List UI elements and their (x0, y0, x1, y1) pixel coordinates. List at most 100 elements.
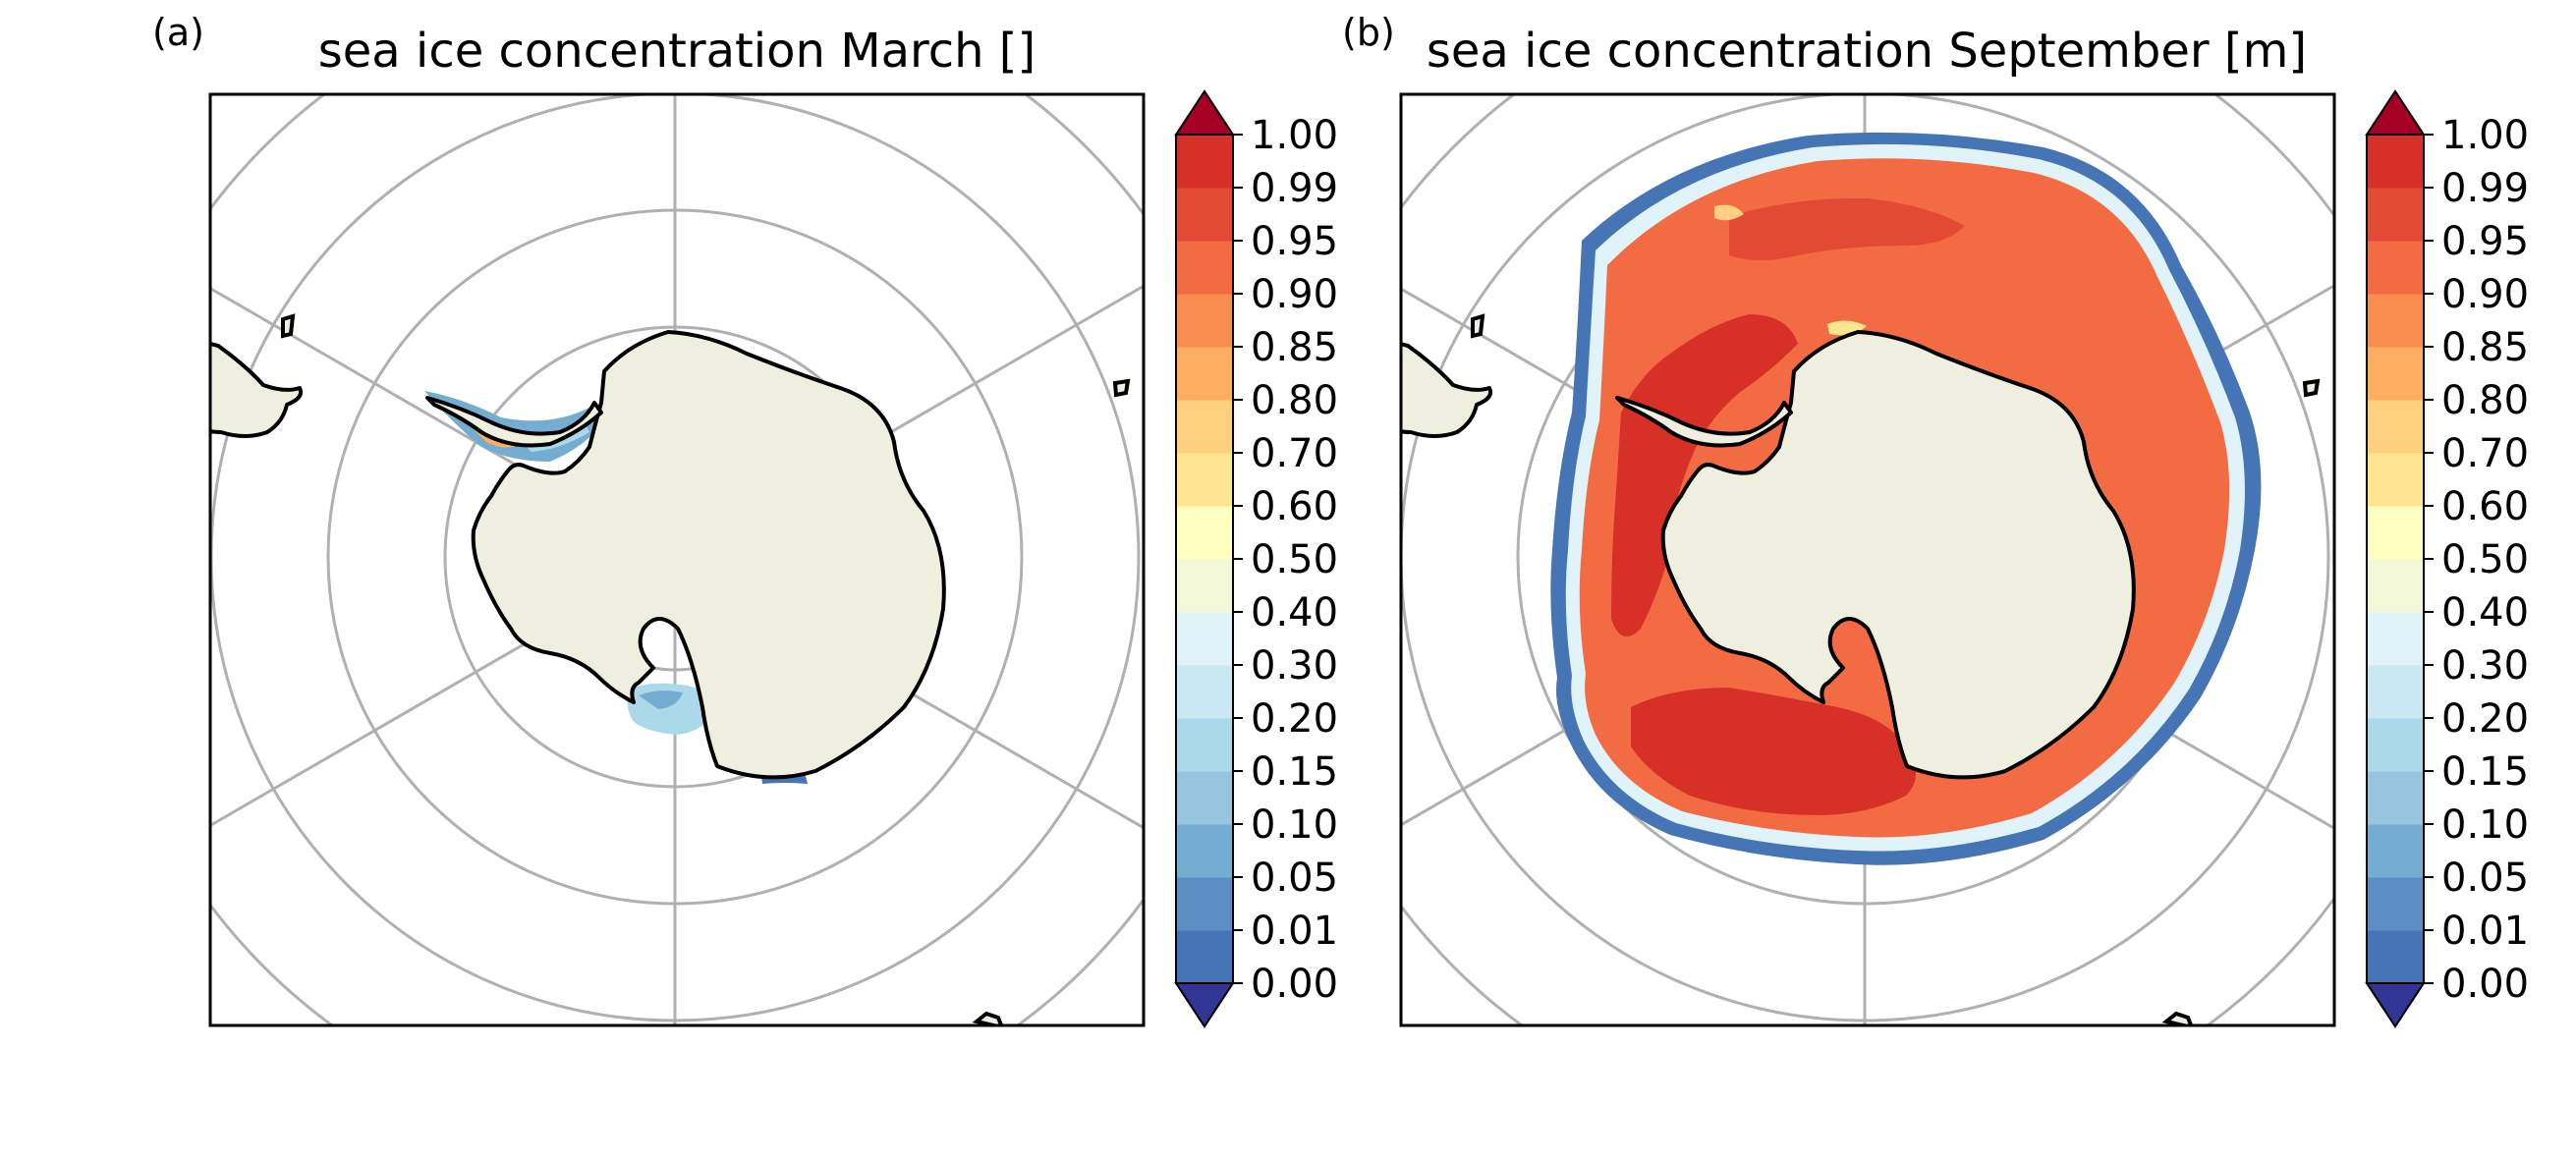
colorbar-b-tick-label: 0.05 (2441, 856, 2529, 901)
colorbar-a-tick-label: 0.80 (1251, 378, 1338, 423)
colorbar-b-tick-label: 0.20 (2441, 696, 2529, 742)
sea-ice-red-south (1631, 688, 1916, 815)
colorbar-a-tick-label: 0.90 (1251, 272, 1338, 317)
island-a-2 (1112, 378, 1131, 398)
antarctic-peninsula-a (425, 396, 603, 448)
colorbar-b-tick-label: 0.60 (2441, 484, 2529, 529)
colorbar-b-tick-label: 0.50 (2441, 537, 2529, 582)
colorbar-a-segment (1176, 135, 1233, 189)
antarctica-a (471, 330, 946, 780)
colorbar-a-tick-label: 0.99 (1251, 166, 1338, 211)
panel-a-label: (a) (152, 11, 204, 54)
colorbar-a-segment (1176, 400, 1233, 454)
colorbar-b-segment (2367, 294, 2424, 348)
panel-b-frame (1399, 92, 2336, 1027)
panel-a-map (210, 94, 1144, 1025)
antarctica-b (1660, 330, 2136, 780)
south-america-a (210, 341, 304, 438)
sea-ice-weddell-a-edge (639, 690, 683, 709)
colorbar-b-tick-label: 0.95 (2441, 219, 2529, 264)
sea-ice-light-spot-1 (1714, 204, 1744, 221)
colorbar-b-segment (2367, 400, 2424, 454)
colorbar-b-segment (2367, 665, 2424, 719)
sea-ice-red-west (1611, 314, 1798, 636)
colorbar-a-tick-label: 0.85 (1251, 325, 1338, 370)
panel-b-label: (b) (1342, 11, 1395, 54)
colorbar-a-tick-label: 0.15 (1251, 749, 1338, 795)
island-a-1 (281, 313, 296, 339)
colorbar-a-segment (1176, 188, 1233, 242)
colorbar-b-tick-label: 0.85 (2441, 325, 2529, 370)
colorbar-b-tick-label: 0.15 (2441, 749, 2529, 795)
panel-b-title: sea ice concentration September [m] (1427, 24, 2307, 79)
antarctic-peninsula-b (1615, 396, 1793, 448)
island-b-3 (2161, 1011, 2194, 1025)
colorbar-b-tick-label: 0.40 (2441, 590, 2529, 635)
island-b-1 (1471, 313, 1485, 339)
colorbar-b-segment (2367, 188, 2424, 242)
island-b-2 (2302, 378, 2321, 398)
colorbar-a-segment (1176, 930, 1233, 984)
colorbar-a-segment (1176, 665, 1233, 719)
colorbar-a-tick-label: 0.30 (1251, 643, 1338, 689)
colorbar-a-segment (1176, 612, 1233, 666)
colorbar-b-segment (2367, 241, 2424, 295)
colorbar-b-tick-label: 0.80 (2441, 378, 2529, 423)
colorbar-b-segment (2367, 612, 2424, 666)
colorbar-a-segment (1176, 294, 1233, 348)
colorbar-a-tick-label: 0.20 (1251, 696, 1338, 742)
sea-ice-red-north (1729, 197, 1965, 260)
colorbar-a: 0.00 0.01 0.05 0.10 0.15 0.20 0.30 0.40 0.50 0.60… (1174, 89, 1338, 1028)
colorbar-a-segment (1176, 559, 1233, 613)
panel-a-title: sea ice concentration March [] (318, 24, 1036, 79)
panel-b-map (1401, 94, 2334, 1025)
colorbar-b-tick-label: 0.70 (2441, 431, 2529, 476)
colorbar-b-tick-label: 0.99 (2441, 166, 2529, 211)
colorbar-a-tick-label: 0.70 (1251, 431, 1338, 476)
colorbar-a-segment (1176, 718, 1233, 772)
colorbar-a-tick-label: 0.60 (1251, 484, 1338, 529)
colorbar-b-tick-label: 0.90 (2441, 272, 2529, 317)
colorbar-a-tick-label: 0.40 (1251, 590, 1338, 635)
colorbar-b-segment (2367, 930, 2424, 984)
colorbar-b-segment (2367, 135, 2424, 189)
colorbar-a-extend-max (1174, 89, 1235, 136)
colorbar-a-tick-label: 0.00 (1251, 962, 1338, 1007)
colorbar-b-extend-min (2365, 982, 2426, 1028)
colorbar-a-tick-label: 0.50 (1251, 537, 1338, 582)
colorbar-a-segment (1176, 241, 1233, 295)
colorbar-b-segment (2367, 559, 2424, 613)
colorbar-a-segment (1176, 506, 1233, 560)
colorbar-a-segment (1176, 771, 1233, 825)
colorbar-b-tick-label: 0.10 (2441, 802, 2529, 848)
colorbar-b-tick-label: 0.00 (2441, 962, 2529, 1007)
colorbar-a-tick-label: 0.95 (1251, 219, 1338, 264)
colorbar-a-tick-label: 0.05 (1251, 856, 1338, 901)
colorbar-b-segment (2367, 347, 2424, 401)
colorbar-a-tick-label: 0.10 (1251, 802, 1338, 848)
island-a-3 (972, 1011, 1004, 1025)
colorbar-b-segment (2367, 453, 2424, 507)
colorbar-a-segment (1176, 824, 1233, 878)
colorbar-a-segment (1176, 453, 1233, 507)
panel-a: (a) sea ice concentration March [] (152, 11, 1146, 1027)
colorbar-b-segment (2367, 718, 2424, 772)
colorbar-b-segment (2367, 824, 2424, 878)
colorbar-a-tick-label: 0.01 (1251, 909, 1338, 954)
colorbar-b-extend-max (2365, 89, 2426, 136)
colorbar-b-segment (2367, 506, 2424, 560)
colorbar-a-extend-min (1174, 982, 1235, 1028)
colorbar-b-tick-label: 0.30 (2441, 643, 2529, 689)
colorbar-a-segment (1176, 347, 1233, 401)
colorbar-b-tick-label: 0.01 (2441, 909, 2529, 954)
colorbar-a-segment (1176, 877, 1233, 931)
colorbar-b-segment (2367, 771, 2424, 825)
colorbar-b-segment (2367, 877, 2424, 931)
colorbar-a-tick-label: 1.00 (1251, 113, 1338, 158)
panel-b: (b) sea ice concentration September [m] (1342, 11, 2336, 1027)
colorbar-b: 0.00 0.01 0.05 0.10 0.15 0.20 0.30 0.40 0.50 0.60… (2365, 89, 2529, 1028)
panel-a-frame (208, 92, 1146, 1027)
colorbar-b-tick-label: 1.00 (2441, 113, 2529, 158)
south-america-b (1401, 342, 1493, 438)
